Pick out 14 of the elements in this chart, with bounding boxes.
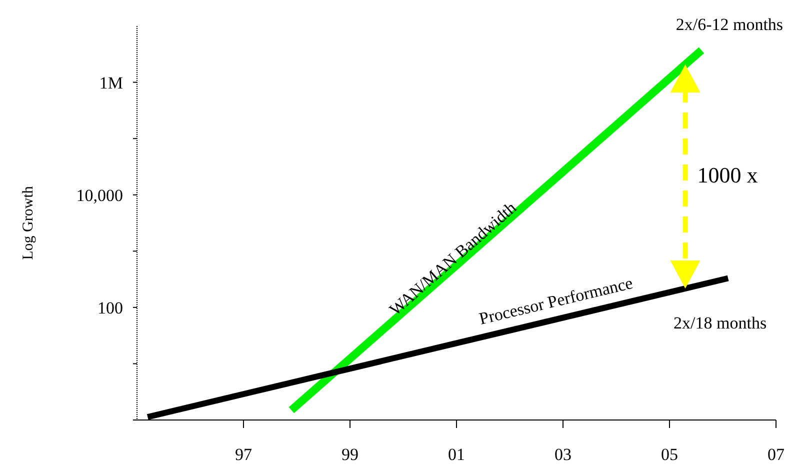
- y-tick-label: 10,000: [76, 186, 123, 205]
- x-tick-label: 03: [554, 445, 572, 464]
- annotation: 1000 x: [697, 162, 758, 188]
- x-tick-label: 05: [661, 445, 678, 464]
- annotation: 2x/6-12 months: [676, 15, 784, 34]
- x-tick-label: 01: [448, 445, 465, 464]
- y-tick-label: 100: [98, 298, 123, 318]
- annotation: 2x/18 months: [674, 313, 767, 332]
- x-tick-label: 07: [768, 445, 785, 464]
- x-tick-label: 97: [235, 445, 252, 464]
- y-tick-label: 1M: [99, 73, 123, 92]
- x-tick-label: 99: [342, 445, 358, 464]
- y-axis-title: Log Growth: [20, 186, 36, 260]
- text: Processor Performance: [477, 273, 635, 328]
